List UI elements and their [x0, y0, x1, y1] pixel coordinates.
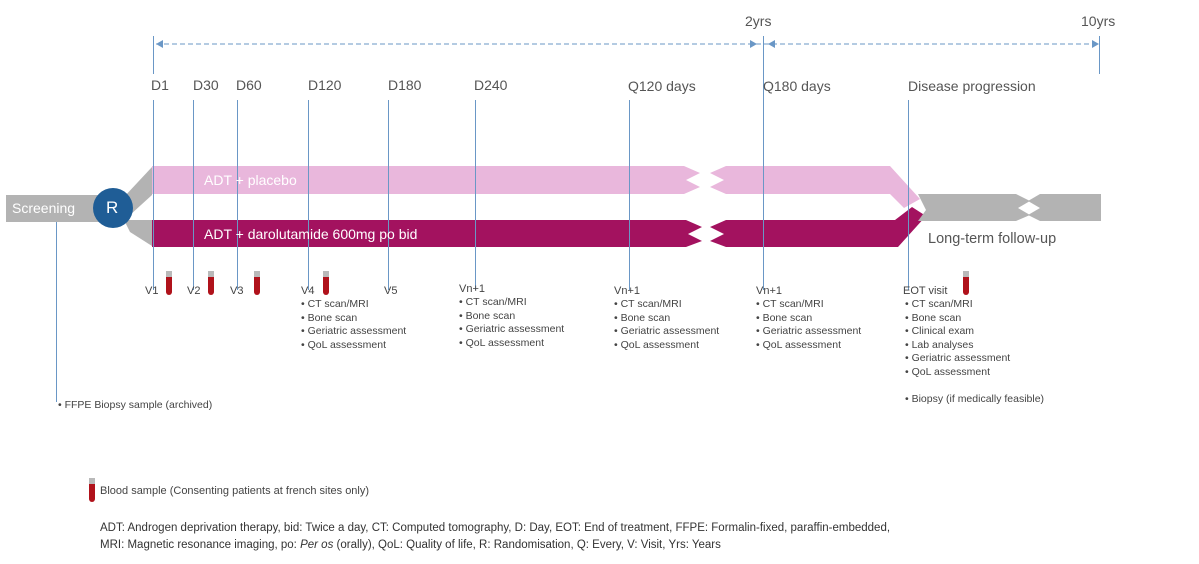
timepoint-d30: D30: [193, 77, 219, 93]
timepoint-d60: D60: [236, 77, 262, 93]
blood-tube-v4: [323, 271, 329, 295]
vline-d180: [388, 100, 389, 290]
assessment-item: CT scan/MRI: [459, 296, 564, 310]
visit-v5: V5: [384, 285, 398, 297]
visit-v2: V2: [187, 285, 201, 297]
assessment-item: CT scan/MRI: [614, 298, 719, 312]
visit-v4: V4: [301, 285, 315, 297]
mark-2yrs: 2yrs: [745, 13, 772, 29]
placebo-arm-band: [152, 166, 700, 194]
blood-tube-v2: [208, 271, 214, 295]
assessment-item: Bone scan: [301, 312, 406, 326]
timepoint-progression: Disease progression: [908, 78, 1036, 94]
vline-d60: [237, 100, 238, 290]
timepoint-q180: Q180 days: [763, 78, 831, 94]
abbreviations-line-1: ADT: Androgen deprivation therapy, bid: …: [100, 522, 891, 534]
vline-d1: [153, 100, 154, 290]
visit-vn1-d240: Vn+1: [459, 283, 485, 295]
blood-tube-v3: [254, 271, 260, 295]
assessment-item: CT scan/MRI: [905, 298, 1010, 312]
legend-blood-sample: Blood sample (Consenting patients at fre…: [100, 485, 370, 497]
abbreviations-line-2c: (orally), QoL: Quality of life, R: Rando…: [333, 539, 721, 551]
vline-d30: [193, 100, 194, 290]
visit-vn1-q120: Vn+1: [614, 285, 640, 297]
assessment-item: Bone scan: [756, 312, 861, 326]
active-arm-band: [152, 220, 702, 247]
biopsy-note: FFPE Biopsy sample (archived): [58, 399, 213, 413]
assessments-vn1: CT scan/MRI Bone scan Geriatric assessme…: [459, 296, 565, 351]
screening-label: Screening: [12, 200, 76, 216]
vline-d240: [475, 100, 476, 290]
assessment-item: CT scan/MRI: [301, 298, 406, 312]
timepoint-d240: D240: [474, 77, 508, 93]
assessment-item: Biopsy (if medically feasible): [905, 393, 1044, 407]
assessment-item: Geriatric assessment: [614, 325, 720, 339]
assessment-item: Geriatric assessment: [459, 323, 565, 337]
followup-band-continued: [1028, 194, 1101, 221]
assessment-item: QoL assessment: [301, 339, 406, 353]
assessments-vn3: CT scan/MRI Bone scan Geriatric assessme…: [756, 298, 862, 353]
assessment-item: QoL assessment: [614, 339, 719, 353]
biopsy-note-text: FFPE Biopsy sample (archived): [58, 399, 213, 413]
timepoint-d180: D180: [388, 77, 422, 93]
assessment-item: Geriatric assessment: [301, 325, 407, 339]
timepoint-d1: D1: [151, 77, 169, 93]
randomisation-label: R: [106, 198, 119, 217]
assessment-item: QoL assessment: [459, 337, 564, 351]
vline-d120: [308, 100, 309, 290]
assessment-item: Geriatric assessment: [905, 352, 1011, 366]
abbreviations-line-2a: MRI: Magnetic resonance imaging, po:: [100, 539, 301, 551]
vline-2yrs: [763, 36, 764, 290]
legend-blood-tube-icon: [89, 478, 95, 502]
assessment-item: Lab analyses: [905, 339, 1010, 353]
vline-q120: [629, 100, 630, 290]
vline-progression: [908, 100, 909, 290]
assessment-item: Bone scan: [459, 310, 564, 324]
followup-band: [918, 194, 1030, 221]
vline-10yrs: [1099, 36, 1100, 74]
visit-eot: EOT visit: [903, 285, 948, 297]
assessments-v4: CT scan/MRI Bone scan Geriatric assessme…: [301, 298, 407, 353]
assessment-item: QoL assessment: [905, 366, 1010, 380]
active-connector: [124, 220, 152, 246]
assessment-item: Geriatric assessment: [756, 325, 862, 339]
assessment-item: QoL assessment: [756, 339, 861, 353]
abbreviations-per-os: Per os: [300, 539, 334, 551]
mark-10yrs: 10yrs: [1081, 13, 1116, 29]
visit-vn1-q180: Vn+1: [756, 285, 782, 297]
assessments-eot: CT scan/MRI Bone scan Clinical exam Lab …: [905, 298, 1011, 380]
timepoint-q120: Q120 days: [628, 78, 696, 94]
assessment-item: Bone scan: [905, 312, 1010, 326]
timeline-arrow: [156, 40, 1099, 48]
assessments-vn2: CT scan/MRI Bone scan Geriatric assessme…: [614, 298, 720, 353]
randomisation-circle: [93, 188, 133, 228]
visit-v3: V3: [230, 285, 244, 297]
followup-label: Long-term follow-up: [928, 231, 1057, 247]
blood-tube-eot: [963, 271, 969, 295]
assessment-item: Bone scan: [614, 312, 719, 326]
vline-screening: [56, 222, 57, 402]
assessment-item: Clinical exam: [905, 325, 1010, 339]
timepoint-d120: D120: [308, 77, 342, 93]
abbreviations-line-2: MRI: Magnetic resonance imaging, po: Per…: [100, 537, 721, 554]
visit-v1: V1: [145, 285, 159, 297]
placebo-arm-label: ADT + placebo: [204, 172, 297, 188]
assessment-item: CT scan/MRI: [756, 298, 861, 312]
vline-d1-top: [153, 36, 154, 74]
active-arm-label: ADT + darolutamide 600mg po bid: [204, 226, 418, 242]
active-arm-band-continued: [710, 207, 926, 247]
placebo-arm-band-continued: [710, 166, 920, 208]
assessment-biopsy-eot: Biopsy (if medically feasible): [905, 393, 1044, 407]
blood-tube-v1: [166, 271, 172, 295]
